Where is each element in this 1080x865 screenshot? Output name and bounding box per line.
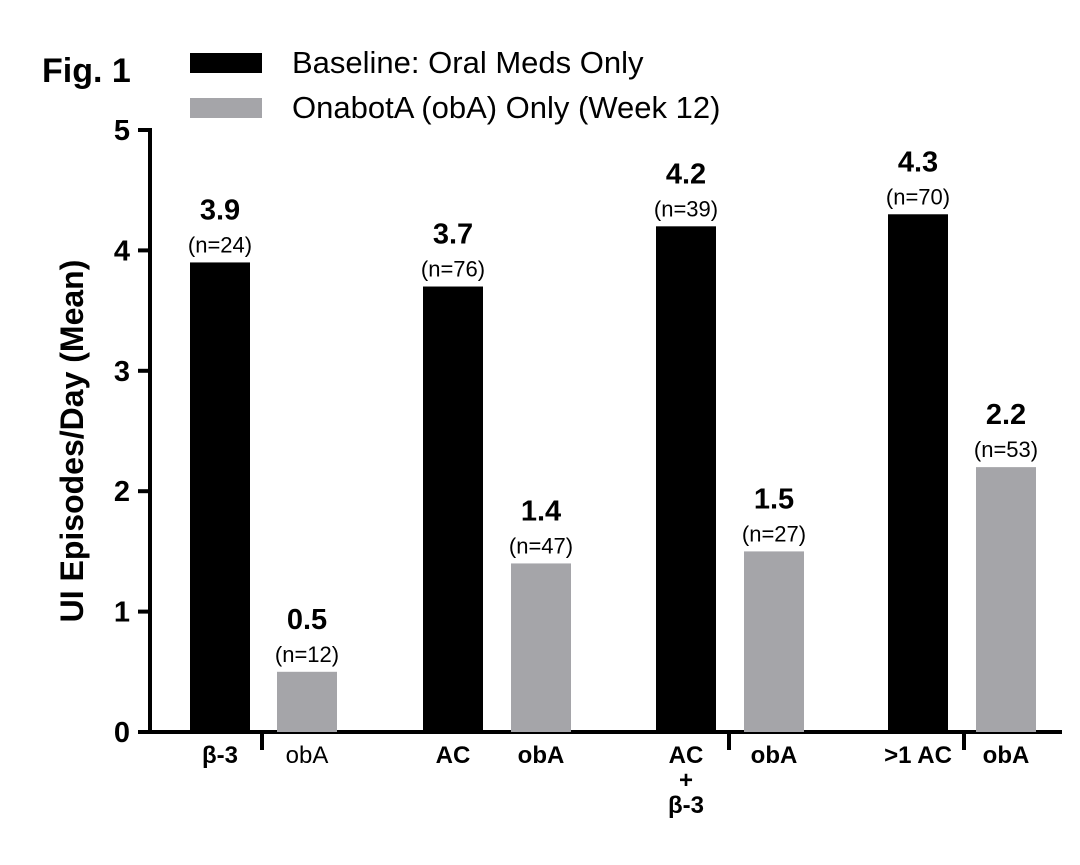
- bar-n-label: (n=12): [275, 642, 339, 667]
- bar-value-label: 3.7: [433, 219, 473, 251]
- x-category-label: AC: [669, 742, 704, 769]
- bar-n-label: (n=47): [509, 533, 573, 558]
- y-tick-label: 1: [114, 597, 130, 629]
- x-category-label: obA: [751, 742, 798, 769]
- bar-baseline: [656, 226, 716, 732]
- legend-label-obA: OnabotA (obA) Only (Week 12): [292, 90, 721, 125]
- bar-obA: [277, 671, 337, 732]
- x-category-label: AC: [436, 742, 471, 769]
- x-category-label: obA: [286, 742, 329, 769]
- y-tick-label: 3: [114, 356, 130, 388]
- x-category-label: obA: [518, 742, 565, 769]
- bar-value-label: 4.3: [898, 146, 938, 178]
- bar-n-label: (n=24): [188, 232, 252, 257]
- bar-baseline: [423, 286, 483, 732]
- bar-obA: [511, 563, 571, 732]
- bar-value-label: 4.2: [666, 158, 706, 190]
- x-category-label: β-3: [668, 792, 704, 819]
- x-category-label: >1 AC: [884, 742, 952, 769]
- y-axis-title: UI Episodes/Day (Mean): [54, 260, 90, 623]
- legend-item-baseline: Baseline: Oral Meds Only: [190, 45, 643, 81]
- bar-baseline: [190, 262, 250, 732]
- bar-n-label: (n=76): [421, 257, 485, 282]
- bar-n-label: (n=70): [886, 184, 950, 209]
- figure-label: Fig. 1: [42, 52, 131, 90]
- y-tick-label: 4: [114, 235, 130, 267]
- bar-value-label: 2.2: [986, 399, 1026, 431]
- legend-swatch-baseline: [190, 53, 262, 73]
- bar-value-label: 1.4: [521, 495, 561, 527]
- y-tick-label: 2: [114, 476, 130, 508]
- legend-swatch-obA: [190, 98, 262, 118]
- bar-value-label: 3.9: [200, 194, 240, 226]
- x-category-label: +: [679, 767, 693, 794]
- x-category-label: obA: [983, 742, 1030, 769]
- bar-n-label: (n=53): [974, 437, 1038, 462]
- y-tick-label: 5: [114, 115, 130, 147]
- bar-baseline: [888, 214, 948, 732]
- bar-obA: [744, 551, 804, 732]
- legend-item-obA: OnabotA (obA) Only (Week 12): [190, 90, 720, 126]
- bar-obA: [976, 467, 1036, 732]
- y-tick-label: 0: [114, 717, 130, 749]
- x-category-label: β-3: [202, 742, 238, 769]
- bar-value-label: 0.5: [287, 604, 327, 636]
- bar-n-label: (n=27): [742, 521, 806, 546]
- bar-n-label: (n=39): [654, 196, 718, 221]
- bar-value-label: 1.5: [754, 483, 794, 515]
- legend-label-baseline: Baseline: Oral Meds Only: [292, 45, 644, 80]
